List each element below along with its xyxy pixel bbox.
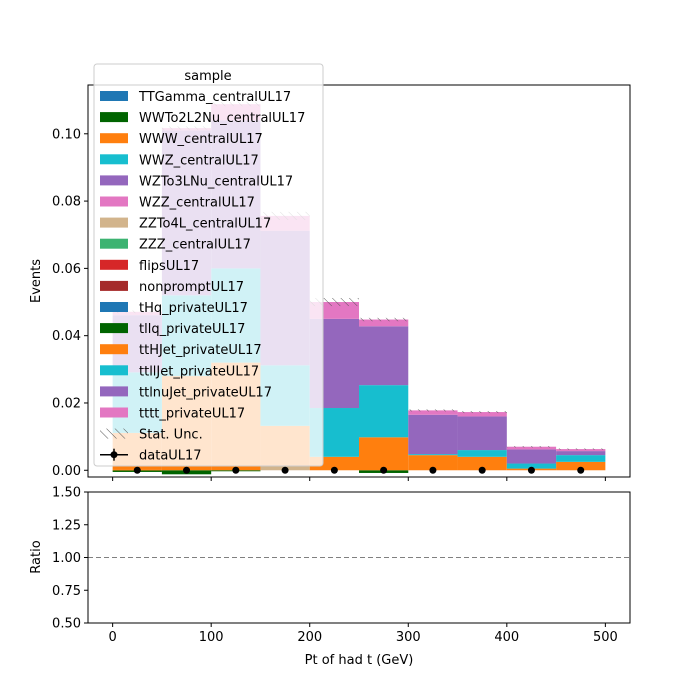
y-tick-label: 0.08 — [52, 195, 81, 210]
stat-unc-band — [556, 448, 606, 450]
data-point — [577, 466, 585, 474]
x-tick-label: 200 — [297, 630, 322, 645]
bar-segment — [408, 454, 458, 456]
data-point — [429, 466, 437, 474]
y-tick-label: 0.10 — [52, 127, 81, 142]
ratio-y-axis-label: Ratio — [29, 540, 44, 573]
legend-swatch — [100, 323, 128, 334]
legend-entry-label: Stat. Unc. — [139, 428, 203, 443]
bar-segment — [457, 456, 507, 471]
legend-entry-label: WWZ_centralUL17 — [139, 153, 259, 168]
legend-entry-label: dataUL17 — [139, 449, 202, 464]
stat-unc-band — [359, 317, 409, 322]
legend-swatch — [100, 302, 128, 312]
legend-entry-label: ZZTo4L_centralUL17 — [139, 217, 271, 232]
legend-entry-label: ttlnuJet_privateUL17 — [139, 385, 272, 400]
legend-entry-label: TTGamma_centralUL17 — [138, 90, 291, 105]
bar-segment — [359, 437, 409, 471]
legend-swatch — [100, 133, 128, 144]
legend: sample TTGamma_centralUL17 WWTo2L2Nu_cent… — [93, 63, 324, 467]
bar-segment — [556, 461, 606, 471]
y-tick-label: 0.50 — [52, 617, 81, 632]
bar-segment — [457, 416, 507, 451]
legend-entry-label: WZTo3LNu_centralUL17 — [139, 174, 293, 189]
legend-entry-label: flipsUL17 — [139, 259, 199, 274]
bar-segment — [457, 412, 507, 417]
data-point — [478, 466, 486, 474]
stat-unc-band — [408, 409, 458, 412]
legend-title: sample — [184, 69, 231, 84]
stat-unc-band — [309, 297, 359, 307]
y-tick-label: 0.06 — [52, 262, 81, 277]
y-tick-label: 0.04 — [52, 329, 81, 344]
stat-unc-band — [506, 446, 557, 448]
y-tick-label: 1.50 — [52, 486, 81, 501]
bar-segment — [556, 449, 606, 452]
data-point — [281, 466, 289, 474]
data-point — [330, 466, 338, 474]
data-point — [183, 466, 191, 474]
y-tick-label: 1.25 — [52, 518, 81, 533]
legend-swatch — [100, 238, 128, 249]
legend-swatch — [100, 217, 128, 228]
ratio-plot-panel: 0.50 0.75 1.00 1.25 1.50 0 100 200 300 400 500 Ra… — [29, 486, 631, 668]
data-point — [380, 466, 388, 474]
x-tick-label: 400 — [494, 630, 519, 645]
bar-segment — [408, 455, 458, 471]
legend-entry-label: ttllJet_privateUL17 — [139, 364, 259, 379]
data-point — [527, 466, 535, 474]
bar-segment — [359, 385, 409, 438]
main-y-axis-label: Events — [29, 259, 44, 303]
legend-entry-label: tttt_privateUL17 — [139, 407, 245, 422]
bar-segment — [506, 463, 557, 469]
legend-entry-label: WZZ_centralUL17 — [139, 196, 255, 211]
x-tick-label: 100 — [199, 630, 224, 645]
legend-swatch — [100, 259, 128, 270]
legend-swatch — [100, 344, 128, 355]
legend-entry-label: ZZZ_centralUL17 — [139, 238, 251, 253]
y-tick-label: 1.00 — [52, 551, 81, 566]
legend-swatch — [100, 91, 128, 101]
data-point — [232, 466, 240, 474]
legend-swatch — [100, 280, 128, 291]
legend-swatch — [100, 407, 128, 418]
bar-segment — [506, 449, 557, 464]
legend-entry-label: tllq_privateUL17 — [139, 322, 245, 337]
bar-segment — [457, 450, 507, 457]
y-tick-label: 0.75 — [52, 584, 81, 599]
stat-unc-band — [457, 411, 507, 414]
x-tick-label: 500 — [593, 630, 618, 645]
x-axis-label: Pt of had t (GeV) — [305, 653, 414, 668]
legend-swatch — [100, 112, 128, 123]
legend-swatch-hatch — [100, 428, 128, 439]
bar-segment — [408, 410, 458, 415]
bar-segment — [556, 451, 606, 456]
legend-swatch — [100, 154, 128, 165]
legend-entry-label: WWTo2L2Nu_centralUL17 — [139, 111, 305, 126]
data-point — [133, 466, 141, 474]
y-tick-label: 0.02 — [52, 396, 81, 411]
bar-segment — [359, 319, 409, 327]
legend-swatch — [100, 196, 128, 207]
legend-entry-label: WWW_centralUL17 — [139, 132, 263, 147]
x-tick-label: 0 — [108, 630, 116, 645]
bar-segment — [359, 326, 409, 386]
legend-entry-label: tHq_privateUL17 — [139, 301, 248, 316]
legend-swatch — [100, 386, 128, 397]
main-plot-frame — [87, 84, 631, 478]
legend-entry-label: nonpromptUL17 — [139, 280, 244, 295]
ratio-plot-frame — [87, 491, 631, 624]
legend-entry-label: ttHJet_privateUL17 — [139, 343, 262, 358]
bar-segment — [556, 455, 606, 462]
y-tick-label: 0.00 — [52, 464, 81, 479]
legend-marker — [110, 451, 118, 459]
legend-box — [93, 63, 324, 467]
legend-swatch — [100, 175, 128, 186]
x-tick-label: 300 — [396, 630, 421, 645]
legend-swatch — [100, 365, 128, 376]
bar-segment — [506, 446, 557, 450]
bar-segment — [408, 414, 458, 455]
